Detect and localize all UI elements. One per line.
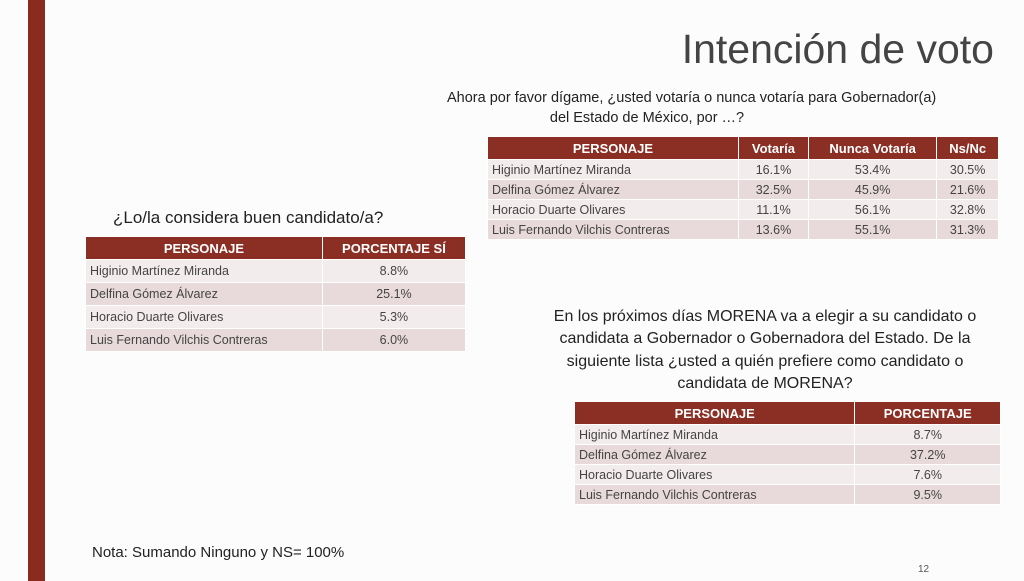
question-line: del Estado de México, por …? bbox=[549, 110, 745, 127]
row: Delfina Gómez Álvarez 25.1% bbox=[85, 282, 467, 306]
column-header: PERSONAJE bbox=[487, 136, 739, 160]
cell-value: 31.3% bbox=[936, 219, 999, 240]
cell-value: 32.8% bbox=[936, 199, 999, 220]
cell-name: Higinio Martínez Miranda bbox=[487, 159, 739, 180]
column-header: PORCENTAJE bbox=[854, 401, 1001, 425]
table: PERSONAJE PORCENTAJE SÍ Higinio Martínez M… bbox=[85, 236, 467, 352]
cell-value: 8.8% bbox=[321, 259, 467, 283]
cell-name: Luis Fernando Vilchis Contreras bbox=[573, 484, 856, 505]
column-header: PORCENTAJE SÍ bbox=[321, 236, 467, 260]
cell-value: 11.1% bbox=[737, 199, 809, 220]
question-line: candidata de MORENA? bbox=[677, 375, 853, 393]
cell-name: Horacio Duarte Olivares bbox=[487, 199, 739, 220]
table: PERSONAJE Votaría Nunca Votaría Ns/Nc Higini… bbox=[487, 136, 999, 240]
question-line: siguiente lista ¿usted a quién prefiere … bbox=[566, 352, 964, 370]
question-line: ¿Lo/la considera buen candidato/a? bbox=[113, 208, 384, 227]
cell-name: Delfina Gómez Álvarez bbox=[487, 179, 739, 200]
row: Delfina Gómez Álvarez 37.2% bbox=[573, 444, 1001, 465]
column-header: Ns/Nc bbox=[936, 136, 999, 160]
page-number: 12 bbox=[918, 564, 930, 575]
cell-value: 56.1% bbox=[807, 199, 938, 220]
cell-name: Luis Fernando Vilchis Contreras bbox=[85, 328, 323, 352]
cell-value: 5.3% bbox=[321, 305, 467, 329]
row: Horacio Duarte Olivares 7.6% bbox=[573, 464, 1001, 485]
cell-value: 25.1% bbox=[321, 282, 467, 306]
row: Horacio Duarte Olivares 5.3% bbox=[85, 305, 467, 329]
header-row: PERSONAJE PORCENTAJE SÍ bbox=[85, 236, 467, 260]
row: Luis Fernando Vilchis Contreras 13.6% 55.1… bbox=[487, 219, 999, 240]
cell-name: Horacio Duarte Olivares bbox=[85, 305, 323, 329]
cell-value: 32.5% bbox=[737, 179, 809, 200]
cell-value: 7.6% bbox=[854, 464, 1001, 485]
header-row: PERSONAJE Votaría Nunca Votaría Ns/Nc bbox=[487, 136, 999, 160]
column-header: PERSONAJE bbox=[85, 236, 323, 260]
row: Higinio Martínez Miranda 8.7% bbox=[573, 424, 1001, 445]
question: Ahora por favor dígame, ¿usted votaría o… bbox=[447, 88, 937, 129]
column-header: PERSONAJE bbox=[573, 401, 856, 425]
cell-value: 45.9% bbox=[807, 179, 938, 200]
cell-value: 37.2% bbox=[854, 444, 1001, 465]
row: Luis Fernando Vilchis Contreras 6.0% bbox=[85, 328, 467, 352]
cell-name: Delfina Gómez Álvarez bbox=[85, 282, 323, 306]
cell-value: 8.7% bbox=[854, 424, 1001, 445]
row: Horacio Duarte Olivares 11.1% 56.1% 32.8% bbox=[487, 199, 999, 220]
cell-value: 55.1% bbox=[807, 219, 938, 240]
title: Intención de voto bbox=[681, 26, 994, 72]
row: Higinio Martínez Miranda 16.1% 53.4% 30.5% bbox=[487, 159, 999, 180]
cell-name: Higinio Martínez Miranda bbox=[85, 259, 323, 283]
column-header: Nunca Votaría bbox=[807, 136, 938, 160]
question-line: En los próximos días MORENA va a elegir … bbox=[553, 308, 977, 325]
row: Luis Fernando Vilchis Contreras 9.5% bbox=[573, 484, 1001, 505]
cell-value: 53.4% bbox=[807, 159, 938, 180]
question-line: candidata a Gobernador o Gobernadora del… bbox=[559, 330, 971, 348]
question: ¿Lo/la considera buen candidato/a? bbox=[113, 206, 383, 230]
column-header: Votaría bbox=[737, 136, 809, 160]
cell-value: 16.1% bbox=[737, 159, 809, 180]
header-row: PERSONAJE PORCENTAJE bbox=[573, 401, 1001, 425]
row: Higinio Martínez Miranda 8.8% bbox=[85, 259, 467, 283]
table: PERSONAJE PORCENTAJE Higinio Martínez Mira… bbox=[573, 401, 1001, 505]
cell-name: Horacio Duarte Olivares bbox=[573, 464, 856, 485]
question-line: Ahora por favor dígame, ¿usted votaría o… bbox=[447, 90, 937, 106]
cell-value: 6.0% bbox=[321, 328, 467, 352]
question: En los próximos días MORENA va a elegir … bbox=[530, 306, 1000, 396]
cell-value: 9.5% bbox=[854, 484, 1001, 505]
row: Delfina Gómez Álvarez 32.5% 45.9% 21.6% bbox=[487, 179, 999, 200]
note: Nota: Sumando Ninguno y NS= 100% bbox=[92, 544, 345, 561]
cell-name: Delfina Gómez Álvarez bbox=[573, 444, 856, 465]
cell-name: Luis Fernando Vilchis Contreras bbox=[487, 219, 739, 240]
cell-value: 30.5% bbox=[936, 159, 999, 180]
cell-value: 21.6% bbox=[936, 179, 999, 200]
cell-value: 13.6% bbox=[737, 219, 809, 240]
cell-name: Higinio Martínez Miranda bbox=[573, 424, 856, 445]
side-bar bbox=[28, 0, 45, 581]
